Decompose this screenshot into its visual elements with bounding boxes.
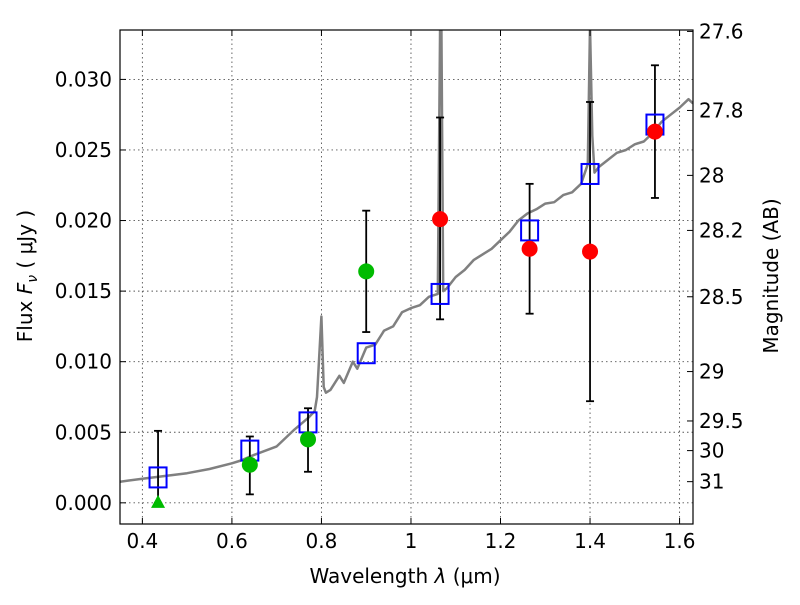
- green-point: [241, 456, 258, 473]
- y2-tick-label: 27.6: [699, 19, 744, 43]
- y2-axis-label: Magnitude (AB): [759, 198, 783, 353]
- plot-frame: [119, 29, 694, 525]
- y2-tick-label: 28: [699, 163, 724, 187]
- red-point: [582, 243, 599, 260]
- x-tick-label: 1.2: [485, 529, 517, 553]
- model-square-point: [580, 162, 600, 185]
- plot-area: [120, 30, 693, 508]
- green-point: [358, 263, 375, 280]
- model-square-point: [148, 466, 168, 489]
- model-square-point: [520, 219, 540, 242]
- y2-tick-label: 28.2: [699, 218, 744, 242]
- y-tick-label: 0.005: [55, 420, 112, 444]
- spectrum-line: [120, 30, 693, 483]
- y2-tick-label: 27.8: [699, 98, 744, 122]
- red-point: [646, 123, 663, 140]
- x-tick-label: 1.6: [664, 529, 696, 553]
- x-tick-label: 1.4: [574, 529, 606, 553]
- y2-tick-label: 29.5: [699, 409, 744, 433]
- y2-tick-label: 28.5: [699, 285, 744, 309]
- axis-ticks: 0.4 0.6 0.8 1 1.2 1.4 1.6 0.000 0.005 0.010 0.015 0…: [55, 19, 744, 553]
- y-tick-label: 0.025: [55, 138, 112, 162]
- y-tick-label: 0.030: [55, 67, 112, 91]
- y2-tick-label: 30: [699, 439, 724, 463]
- y-tick-label: 0.015: [55, 279, 112, 303]
- model-square-point: [430, 282, 450, 305]
- y-tick-label: 0.000: [55, 491, 112, 515]
- x-axis-label: Wavelength λ (μm): [309, 564, 500, 588]
- grid-lines: [120, 30, 693, 524]
- triangle-point: [151, 494, 166, 508]
- x-tick-label: 1: [405, 529, 418, 553]
- red-point: [432, 211, 449, 228]
- red-point: [521, 240, 538, 257]
- green-point: [300, 431, 317, 448]
- model-square-point: [356, 342, 376, 365]
- y-tick-label: 0.010: [55, 350, 112, 374]
- x-tick-label: 0.6: [216, 529, 248, 553]
- y-tick-label: 0.020: [55, 209, 112, 233]
- y2-tick-label: 31: [699, 470, 724, 494]
- x-tick-label: 0.8: [306, 529, 338, 553]
- y-axis-label: Flux Fν ( μJy ): [13, 210, 41, 342]
- x-tick-label: 0.4: [126, 529, 158, 553]
- y2-tick-label: 29: [699, 360, 724, 384]
